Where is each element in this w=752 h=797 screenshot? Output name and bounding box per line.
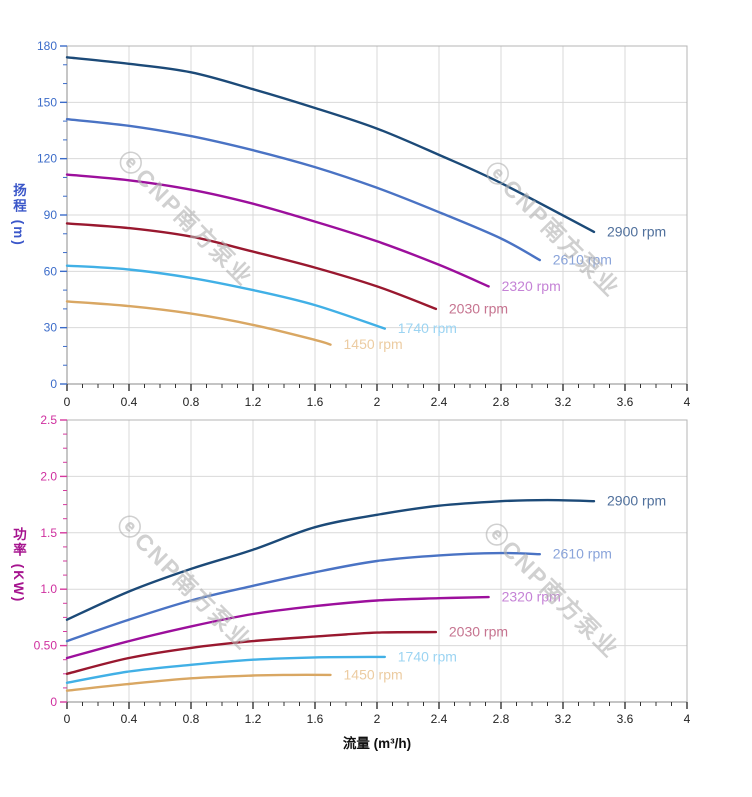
- x-tick-label: 2.8: [493, 395, 510, 409]
- curve-label-1450-rpm-head: 1450 rpm: [344, 336, 403, 352]
- curve-2610-rpm-head: [65, 118, 541, 262]
- curve-2900-rpm-head: [65, 56, 596, 234]
- curve-label-2030-rpm-power: 2030 rpm: [449, 624, 508, 640]
- x-tick-label: 0.8: [183, 395, 200, 409]
- x-tick-label: 2: [374, 712, 381, 726]
- curve-label-2610-rpm-head: 2610 rpm: [553, 252, 612, 268]
- y-tick-label: 2.0: [40, 469, 57, 483]
- x-tick-label: 2.4: [431, 395, 448, 409]
- curve-label-2320-rpm-power: 2320 rpm: [502, 589, 561, 605]
- y-tick-label: 90: [44, 208, 58, 222]
- y-tick-label: 0: [50, 695, 57, 709]
- curve-label-2030-rpm-head: 2030 rpm: [449, 300, 508, 316]
- y-tick-label: 180: [37, 39, 57, 53]
- x-tick-label: 3.6: [617, 712, 634, 726]
- curve-label-1740-rpm-power: 1740 rpm: [398, 648, 457, 664]
- x-tick-label: 0.8: [183, 712, 200, 726]
- x-tick-label: 1.6: [307, 395, 324, 409]
- y-tick-label: 1.0: [40, 582, 57, 596]
- y-tick-label: 150: [37, 95, 57, 109]
- curve-1450-rpm-power: [65, 673, 332, 692]
- x-tick-label: 1.6: [307, 712, 324, 726]
- x-tick-label: 2.8: [493, 712, 510, 726]
- y-tick-label: 0: [50, 377, 57, 391]
- x-tick-label: 0.4: [121, 712, 138, 726]
- x-tick-label: 2.4: [431, 712, 448, 726]
- y-tick-label: 1.5: [40, 526, 57, 540]
- curve-label-2900-rpm-head: 2900 rpm: [607, 223, 666, 239]
- head-axis-title: 扬程 (m): [11, 183, 26, 247]
- curve-2030-rpm-power: [65, 630, 438, 675]
- curve-2320-rpm-head: [65, 173, 490, 288]
- x-tick-label: 3.6: [617, 395, 634, 409]
- x-tick-label: 3.2: [555, 395, 572, 409]
- y-tick-label: 60: [44, 264, 58, 278]
- y-tick-label: 30: [44, 321, 58, 335]
- curve-1740-rpm-head: [65, 264, 386, 330]
- curve-label-2900-rpm-power: 2900 rpm: [607, 493, 666, 509]
- x-tick-label: 1.2: [245, 395, 262, 409]
- y-tick-label: 0.50: [34, 639, 58, 653]
- curve-label-1450-rpm-power: 1450 rpm: [344, 666, 403, 682]
- curve-1740-rpm-power: [65, 655, 386, 684]
- curve-label-2320-rpm-head: 2320 rpm: [502, 278, 561, 294]
- y-tick-label: 120: [37, 152, 57, 166]
- x-tick-label: 0.4: [121, 395, 138, 409]
- flow-axis-title: 流量 (m³/h): [342, 736, 412, 751]
- curve-2030-rpm-head: [65, 222, 438, 311]
- power-axis-title: 功率 (KW): [11, 527, 26, 604]
- curve-1450-rpm-head: [65, 300, 332, 346]
- curve-label-2610-rpm-power: 2610 rpm: [553, 546, 612, 562]
- x-tick-label: 4: [684, 712, 691, 726]
- x-tick-label: 4: [684, 395, 691, 409]
- curve-2900-rpm-power: [65, 498, 596, 621]
- curve-label-1740-rpm-head: 1740 rpm: [398, 320, 457, 336]
- x-tick-label: 0: [64, 395, 71, 409]
- x-tick-label: 1.2: [245, 712, 262, 726]
- x-tick-label: 0: [64, 712, 71, 726]
- x-tick-label: 3.2: [555, 712, 572, 726]
- curve-2610-rpm-power: [65, 551, 541, 643]
- curve-2320-rpm-power: [65, 595, 490, 660]
- y-tick-label: 2.5: [40, 413, 57, 427]
- x-tick-label: 2: [374, 395, 381, 409]
